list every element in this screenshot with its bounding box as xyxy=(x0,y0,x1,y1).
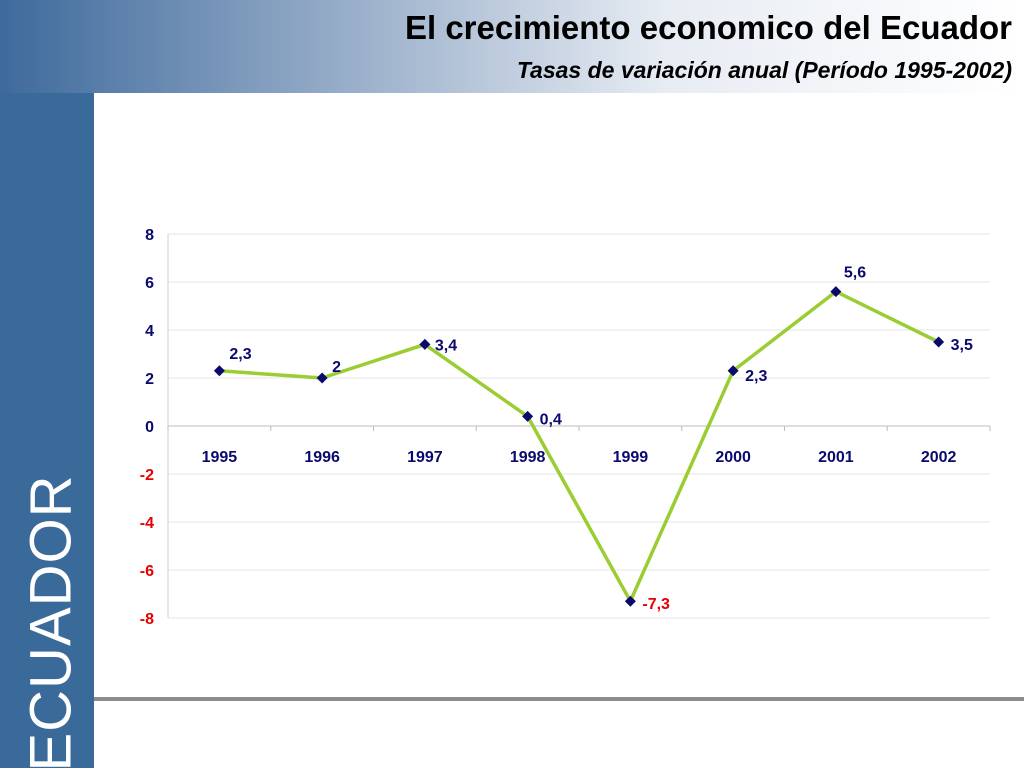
data-point-marker xyxy=(316,372,328,384)
data-point-marker xyxy=(624,595,636,607)
y-tick-label: 4 xyxy=(145,323,154,340)
data-point-marker xyxy=(213,365,225,377)
data-label: 2,3 xyxy=(745,368,767,385)
y-tick-label: 6 xyxy=(145,275,154,292)
series-line xyxy=(219,289,940,603)
y-tick-label: 2 xyxy=(145,371,154,388)
y-tick-label: 0 xyxy=(145,419,154,436)
page-title: El crecimiento economico del Ecuador xyxy=(404,9,1012,46)
x-tick-label: 2001 xyxy=(818,449,854,466)
x-tick-label: 1996 xyxy=(304,449,340,466)
x-tick-label: 1999 xyxy=(613,449,649,466)
y-tick-label: -4 xyxy=(140,515,154,532)
data-point-marker xyxy=(933,336,945,348)
divider-line xyxy=(94,697,1024,701)
data-point-marker xyxy=(419,338,431,350)
page-subtitle: Tasas de variación anual (Período 1995-2… xyxy=(516,57,1012,83)
data-label: 5,6 xyxy=(844,265,866,282)
data-label: -7,3 xyxy=(642,596,670,613)
y-tick-label: -6 xyxy=(140,563,154,580)
x-tick-label: 1997 xyxy=(407,449,443,466)
y-tick-label: -8 xyxy=(140,611,154,628)
header-banner: El crecimiento economico del Ecuador Tas… xyxy=(0,0,1024,93)
data-label: 0,4 xyxy=(540,411,562,428)
y-tick-label: 8 xyxy=(145,227,154,244)
data-point-marker xyxy=(830,286,842,298)
data-label: 3,4 xyxy=(435,337,457,354)
x-tick-label: 2002 xyxy=(921,449,957,466)
data-point-marker xyxy=(522,410,534,422)
x-tick-label: 1998 xyxy=(510,449,546,466)
x-tick-label: 2000 xyxy=(715,449,751,466)
data-label: 3,5 xyxy=(951,337,973,354)
data-label: 2 xyxy=(332,359,341,376)
data-label: 2,3 xyxy=(229,346,251,363)
data-point-marker xyxy=(727,365,739,377)
y-tick-label: -2 xyxy=(140,467,154,484)
x-tick-label: 1995 xyxy=(202,449,238,466)
sidebar: ECUADOR xyxy=(0,93,94,772)
